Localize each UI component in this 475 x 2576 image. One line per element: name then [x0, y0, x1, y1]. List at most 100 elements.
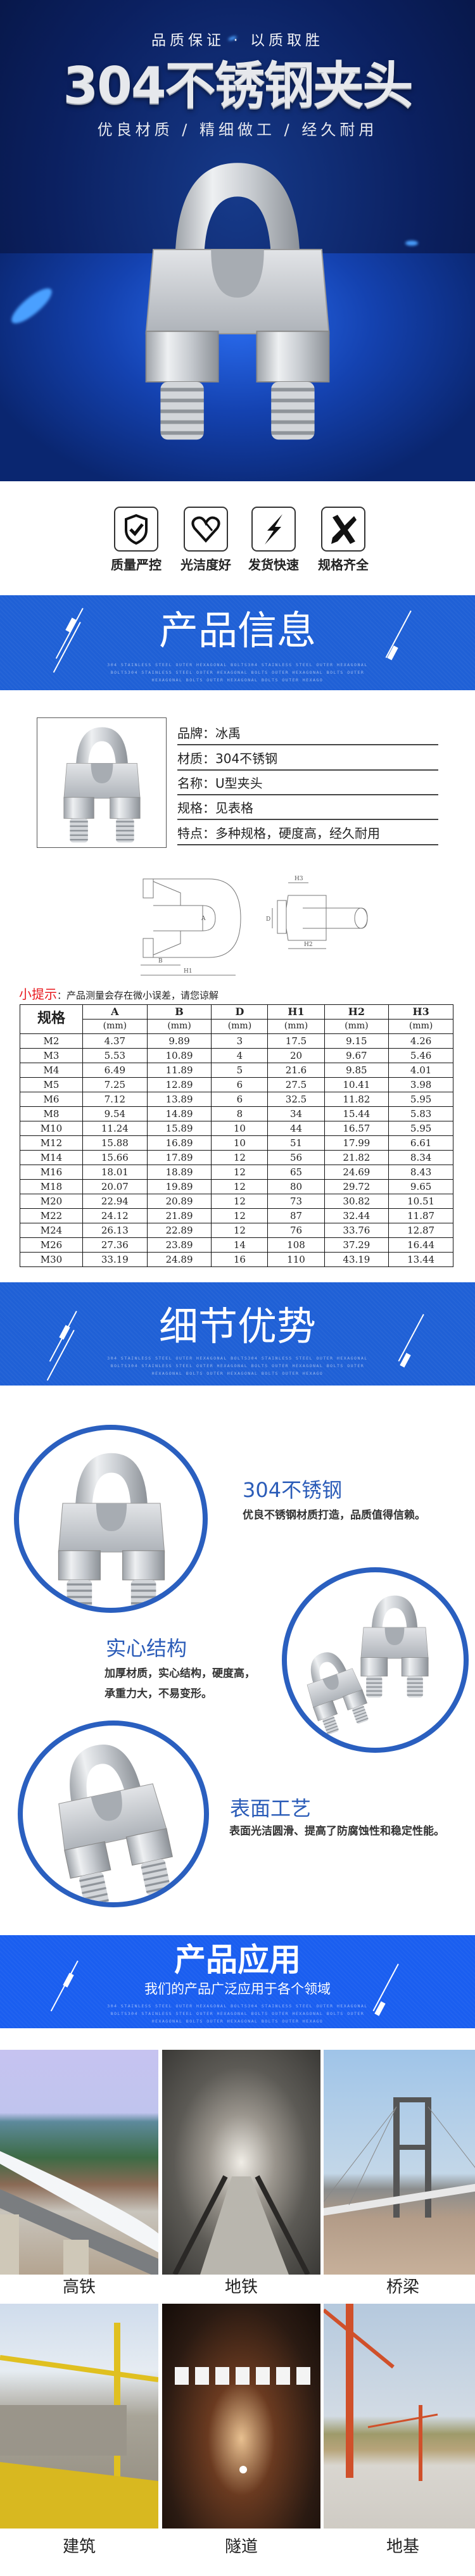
info-value: 见表格: [215, 800, 253, 816]
table-row: M14 15.66 17.89 12 56 21.82 8.34: [20, 1150, 453, 1165]
table-cell: 8: [211, 1106, 269, 1121]
table-cell: 44: [267, 1121, 325, 1136]
hero-kicker: 品质保证 · 以质取胜: [151, 32, 324, 49]
application-photo-high-speed-rail: [0, 2050, 158, 2275]
hero-banner: 品质保证 · 以质取胜 304不锈钢夹头 优良材质 / 精细做工 / 经久耐用: [0, 0, 475, 481]
table-cell: 9.85: [324, 1063, 390, 1078]
column-header: A: [82, 1004, 148, 1020]
detail-desc: 承重力大，不易变形。: [104, 1688, 212, 1700]
application-photo-subway: [162, 2050, 320, 2275]
table-cell: 27.36: [82, 1237, 148, 1253]
section-header-detail: 细节优势 304 STAINLESS STEEL OUTER HEXAGONAL…: [0, 1282, 475, 1386]
spec-size-cell: M26: [20, 1237, 83, 1253]
dim-label-b: B: [158, 958, 163, 964]
info-label: 材质：: [177, 751, 215, 766]
table-cell: 17.89: [146, 1150, 212, 1165]
table-cell: 21.6: [267, 1063, 325, 1078]
table-cell: 34: [267, 1106, 325, 1121]
table-cell: 12: [211, 1165, 269, 1180]
dimension-diagram: A B H1 H3 H2 D: [141, 876, 368, 976]
table-cell: 5.46: [388, 1048, 453, 1063]
table-cell: 24.69: [324, 1165, 390, 1180]
detail-title: 表面工艺: [230, 1796, 312, 1821]
feature-label: 规格齐全: [318, 557, 369, 572]
table-cell: 6: [211, 1092, 269, 1107]
ruler-pencil-icon: [321, 507, 365, 552]
table-cell: 12.87: [388, 1223, 453, 1238]
application-label: 建筑: [62, 2537, 96, 2556]
table-cell: 5.95: [388, 1092, 453, 1107]
table-cell: 32.44: [324, 1208, 390, 1223]
application-photo-tunnel: [162, 2304, 320, 2529]
table-cell: 18.01: [82, 1165, 148, 1180]
application-photo-construction: [0, 2304, 158, 2529]
product-photo: [37, 717, 167, 848]
detail-desc: 优良不锈钢材质打造，品质值得信赖。: [243, 1509, 426, 1522]
spec-size-cell: M5: [20, 1077, 83, 1092]
column-unit: (mm): [324, 1019, 390, 1034]
heart-icon: [184, 507, 228, 552]
table-cell: 10: [211, 1121, 269, 1136]
hint-text: ：产品测量会存在微小误差，请您谅解: [57, 990, 219, 1001]
table-cell: 3: [211, 1033, 269, 1049]
table-cell: 14: [211, 1237, 269, 1253]
hero-title: 304不锈钢夹头: [63, 56, 414, 115]
table-cell: 15.66: [82, 1150, 148, 1165]
table-cell: 9.65: [388, 1179, 453, 1194]
detail-title: 304不锈钢: [243, 1478, 343, 1502]
table-cell: 5: [211, 1063, 269, 1078]
application-photo-foundation: [324, 2304, 475, 2529]
column-unit: (mm): [267, 1019, 325, 1034]
table-cell: 30.82: [324, 1194, 390, 1209]
detail-image-ellipse: [14, 1425, 208, 1613]
table-cell: 19.89: [146, 1179, 212, 1194]
table-cell: 11.87: [388, 1208, 453, 1223]
info-label: 特点：: [177, 826, 215, 841]
spec-size-cell: M14: [20, 1150, 83, 1165]
section-english-text: 304 STAINLESS STEEL OUTER HEXAGONAL BOLT…: [107, 1356, 368, 1376]
table-cell: 16.44: [388, 1237, 453, 1253]
section-title: 产品应用: [174, 1941, 301, 1978]
table-cell: 22.89: [146, 1223, 212, 1238]
info-label: 名称：: [177, 776, 215, 791]
table-cell: 16.57: [324, 1121, 390, 1136]
table-cell: 4.01: [388, 1063, 453, 1078]
spec-size-cell: M20: [20, 1194, 83, 1209]
column-header: D: [211, 1004, 269, 1020]
section-title: 产品信息: [158, 607, 316, 653]
feature-label: 发货快速: [248, 557, 299, 572]
application-photo-bridge: [324, 2050, 475, 2275]
table-cell: 12: [211, 1150, 269, 1165]
column-header: B: [146, 1004, 212, 1020]
table-cell: 80: [267, 1179, 325, 1194]
table-cell: 11.82: [324, 1092, 390, 1107]
table-cell: 12: [211, 1194, 269, 1209]
application-label: 高铁: [62, 2278, 96, 2297]
table-cell: 24.12: [82, 1208, 148, 1223]
table-row: M10 11.24 15.89 10 44 16.57 5.95: [20, 1121, 453, 1136]
table-cell: 87: [267, 1208, 325, 1223]
table-cell: 108: [267, 1237, 325, 1253]
table-cell: 4.37: [82, 1033, 148, 1049]
table-cell: 4: [211, 1048, 269, 1063]
detail-image-ellipse: [282, 1567, 469, 1753]
light-spark: [405, 241, 418, 246]
table-row: M3 5.53 10.89 4 20 9.67 5.46: [20, 1048, 453, 1063]
spec-size-cell: M8: [20, 1106, 83, 1121]
table-row: M20 22.94 20.89 12 73 30.82 10.51: [20, 1194, 453, 1209]
spec-size-cell: M3: [20, 1048, 83, 1063]
table-cell: 3.98: [388, 1077, 453, 1092]
table-cell: 23.89: [146, 1237, 212, 1253]
table-cell: 10.51: [388, 1194, 453, 1209]
table-row: M30 33.19 24.89 16 110 43.19 13.44: [20, 1252, 453, 1267]
table-cell: 10: [211, 1135, 269, 1151]
table-cell: 29.72: [324, 1179, 390, 1194]
spec-size-cell: M30: [20, 1252, 83, 1267]
table-cell: 16.89: [146, 1135, 212, 1151]
table-cell: 43.19: [324, 1252, 390, 1267]
table-row: M2 4.37 9.89 3 17.5 9.15 4.26: [20, 1033, 453, 1049]
table-cell: 6.61: [388, 1135, 453, 1151]
section-header-product-info: 产品信息 304 STAINLESS STEEL OUTER HEXAGONAL…: [0, 595, 475, 690]
table-cell: 26.13: [82, 1223, 148, 1238]
application-label: 桥梁: [386, 2278, 419, 2297]
